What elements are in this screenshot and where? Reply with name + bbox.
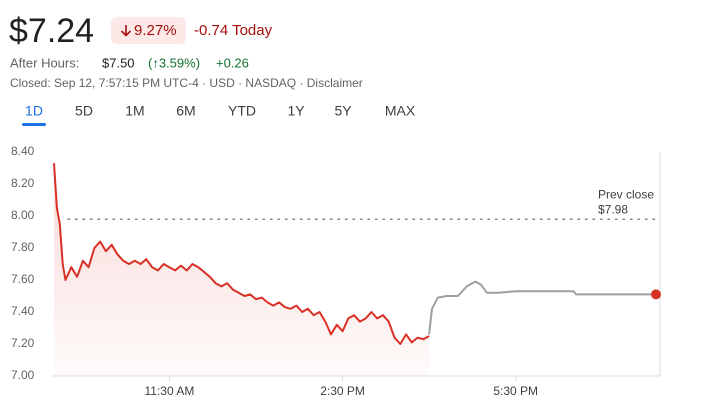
after-hours-change: +0.26 [216, 55, 249, 70]
range-tabs: 1D 5D 1M 6M YTD 1Y 5Y MAX [22, 103, 416, 126]
y-tick-label: 7.00 [11, 368, 35, 382]
range-tab[interactable]: 1Y [287, 103, 305, 119]
down-arrow [120, 25, 132, 37]
after-hours-price: $7.50 [102, 55, 135, 70]
x-tick-label: 2:30 PM [320, 384, 365, 398]
last-point [650, 289, 661, 300]
y-tick-label: 8.40 [11, 144, 35, 158]
range-tab[interactable]: 6M [176, 103, 195, 119]
price: $7.24 [9, 12, 94, 50]
range-tab[interactable]: YTD [228, 103, 256, 119]
y-tick-label: 8.20 [11, 176, 35, 190]
range-tab[interactable]: 1D [25, 103, 43, 119]
after-hours-change-pct: (↑3.59%) [148, 55, 200, 70]
y-tick-label: 7.20 [11, 336, 35, 350]
change-pct: 9.27% [134, 22, 177, 39]
range-tab[interactable]: 5D [75, 103, 93, 119]
prev-close-value: $7.98 [598, 202, 628, 216]
price-line [428, 280, 656, 335]
y-tick-label: 8.00 [11, 208, 35, 222]
range-tab[interactable]: 1M [125, 103, 144, 119]
tab-underline [22, 123, 46, 126]
x-tick-label: 11:30 AM [145, 384, 195, 398]
price-line [53, 163, 430, 345]
closed-info: Closed: Sep 12, 7:57:15 PM UTC-4 · USD ·… [10, 76, 363, 90]
y-tick-label: 7.80 [11, 240, 35, 254]
chart: 7.00 7.20 7.40 7.60 7.80 8.00 8.20 8.40 11:30 AM… [11, 144, 661, 398]
after-hours-label: After Hours: [10, 55, 79, 70]
range-tab[interactable]: MAX [385, 103, 416, 119]
change-today: -0.74 Today [194, 22, 273, 39]
y-tick-label: 7.40 [11, 304, 35, 318]
range-tab[interactable]: 5Y [334, 103, 352, 119]
x-tick-label: 5:30 PM [493, 384, 538, 398]
prev-close-label: Prev close [598, 187, 654, 201]
area [54, 163, 430, 376]
change-badge [111, 17, 186, 44]
y-tick-label: 7.60 [11, 272, 35, 286]
